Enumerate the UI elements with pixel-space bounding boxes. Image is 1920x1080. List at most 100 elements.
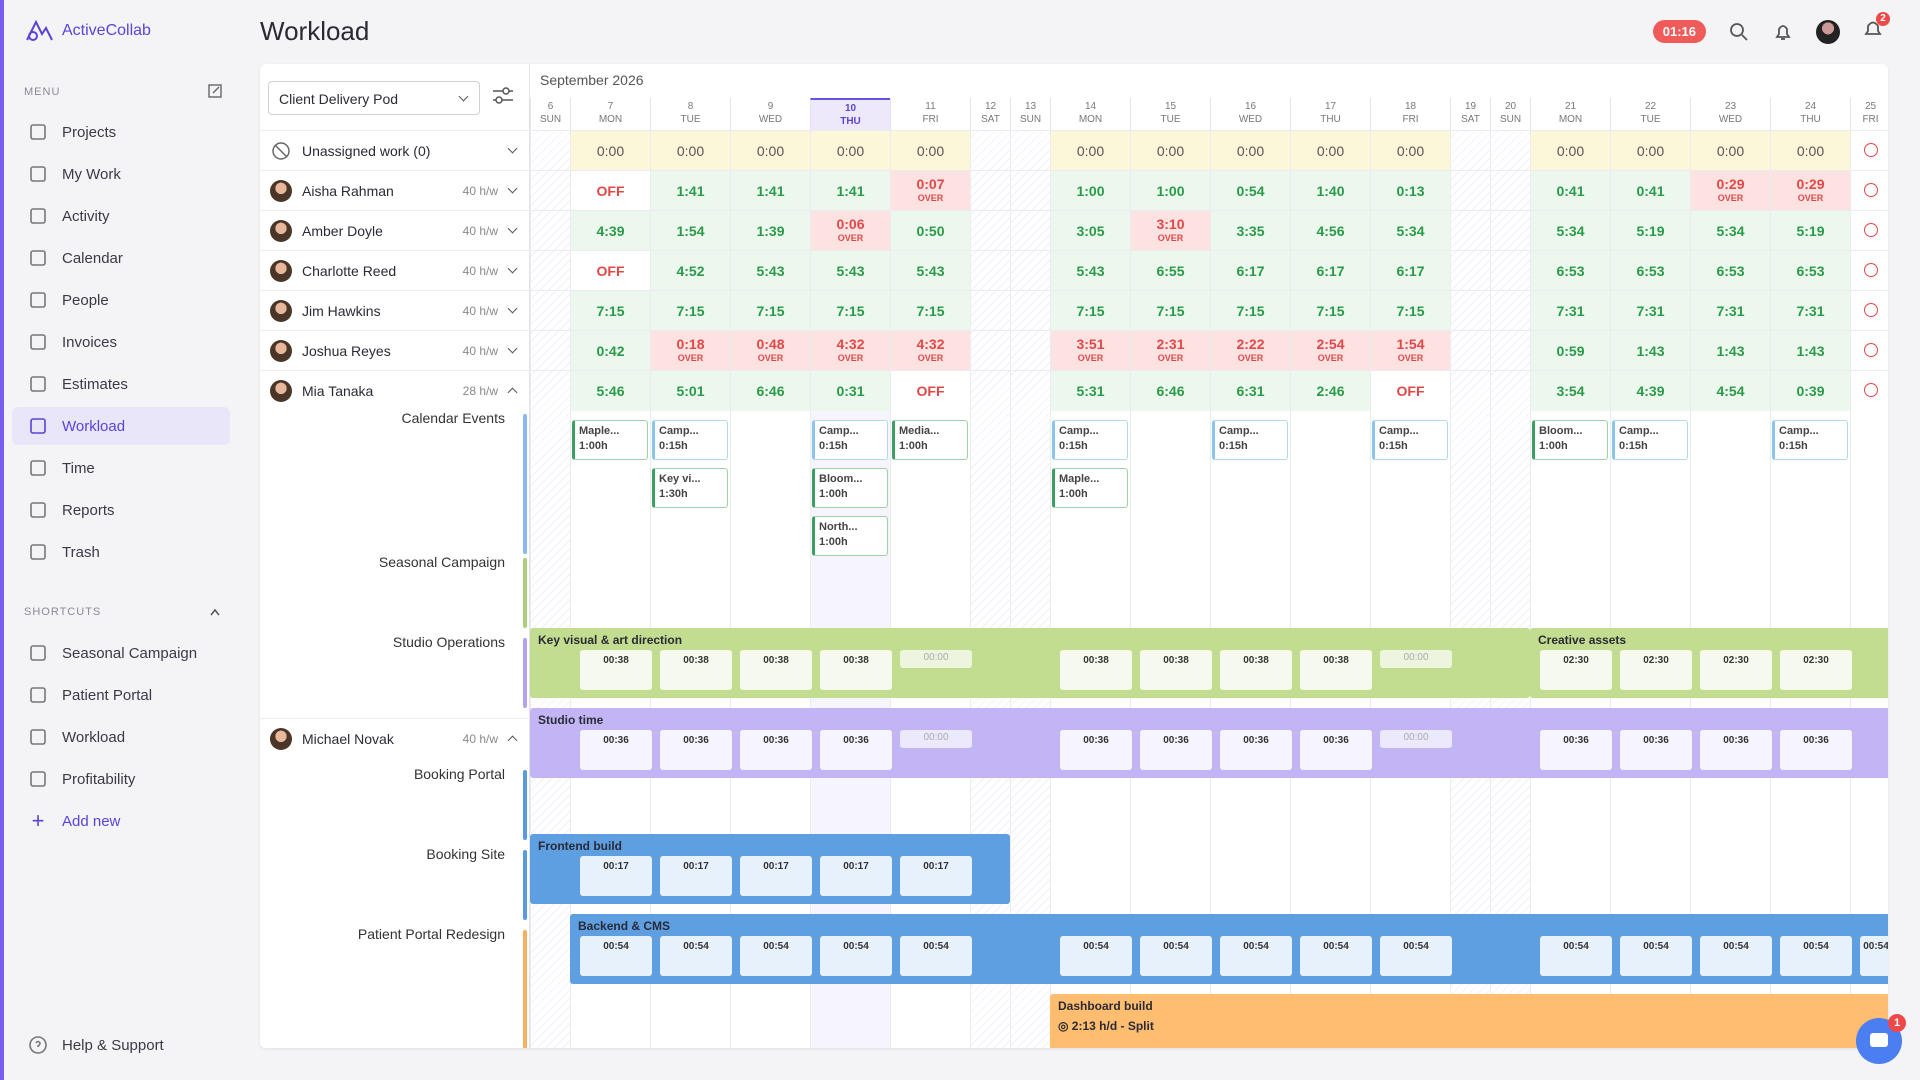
hours-cell[interactable]: 6:17 (1211, 251, 1290, 291)
calendar-event[interactable]: Camp... 0:15h (812, 420, 888, 460)
hours-cell[interactable]: 0:00 (1691, 131, 1770, 171)
hours-cell[interactable]: 3:10 OVER (1131, 211, 1210, 251)
hours-cell[interactable]: 0:41 (1611, 171, 1690, 211)
alert-icon[interactable] (1864, 383, 1878, 397)
hours-cell[interactable]: 7:31 (1611, 291, 1690, 331)
hours-cell[interactable]: 4:32 OVER (811, 331, 890, 371)
hours-cell[interactable]: 6:53 (1531, 251, 1610, 291)
timer-button[interactable]: 01:16 (1652, 20, 1706, 43)
edit-icon[interactable] (208, 84, 222, 98)
chat-button[interactable]: 1 (1856, 1014, 1906, 1064)
hours-cell[interactable]: 0:00 (1211, 131, 1290, 171)
hours-cell[interactable]: 7:15 (1131, 291, 1210, 331)
sidebar-item-trash[interactable]: Trash (12, 533, 230, 571)
calendar-event[interactable]: Bloom... 1:00h (812, 468, 888, 508)
hours-cell[interactable]: 0:29 OVER (1691, 171, 1770, 211)
time-chip[interactable]: 00:36 (580, 730, 652, 770)
hours-cell[interactable]: 5:43 (731, 251, 810, 291)
hours-cell[interactable]: 1:43 (1611, 331, 1690, 371)
hours-cell[interactable]: 2:31 OVER (1131, 331, 1210, 371)
hours-cell[interactable]: 7:15 (811, 291, 890, 331)
hours-cell[interactable]: 5:19 (1771, 211, 1850, 251)
hours-cell[interactable]: 3:35 (1211, 211, 1290, 251)
time-chip[interactable]: 02:30 (1700, 650, 1772, 690)
time-chip[interactable]: 00:36 (1060, 730, 1132, 770)
notifications-button[interactable]: 2 (1862, 12, 1890, 45)
time-chip[interactable]: 00:54 (1620, 936, 1692, 976)
hours-cell[interactable]: 6:31 (1211, 371, 1290, 411)
hours-cell[interactable]: 4:54 (1691, 371, 1770, 411)
hours-cell[interactable]: 1:40 (1291, 171, 1370, 211)
time-chip[interactable]: 00:36 (1780, 730, 1852, 770)
chevron-up-icon[interactable] (210, 608, 220, 616)
person-row[interactable]: Amber Doyle 40 h/w (260, 210, 530, 250)
hours-cell[interactable]: 0:41 (1531, 171, 1610, 211)
hours-cell[interactable]: OFF (596, 183, 625, 199)
calendar-event[interactable]: Camp... 0:15h (1612, 420, 1688, 460)
shortcut-patient-portal[interactable]: Patient Portal (12, 676, 230, 714)
hours-cell[interactable]: 6:53 (1691, 251, 1770, 291)
time-chip[interactable]: 00:54 (1300, 936, 1372, 976)
hours-cell[interactable]: 3:05 (1051, 211, 1130, 251)
hours-cell[interactable]: 6:46 (731, 371, 810, 411)
hours-cell[interactable]: 7:15 (651, 291, 730, 331)
hours-cell[interactable]: 7:15 (731, 291, 810, 331)
time-chip[interactable]: 00:17 (660, 856, 732, 896)
sidebar-item-invoices[interactable]: Invoices (12, 323, 230, 361)
hours-cell[interactable]: 5:34 (1691, 211, 1770, 251)
alert-icon[interactable] (1864, 343, 1878, 357)
time-chip[interactable]: 00:54 (1540, 936, 1612, 976)
sidebar-item-activity[interactable]: Activity (12, 197, 230, 235)
hours-cell[interactable]: 1:00 (1051, 171, 1130, 211)
time-chip[interactable]: 00:38 (1140, 650, 1212, 690)
time-chip[interactable]: 00:36 (1220, 730, 1292, 770)
hours-cell[interactable]: 6:55 (1131, 251, 1210, 291)
sidebar-item-projects[interactable]: Projects (12, 113, 230, 151)
hours-cell[interactable]: 7:15 (1371, 291, 1450, 331)
chevron-down-icon[interactable] (507, 223, 518, 234)
time-chip[interactable]: 00:54 (1700, 936, 1772, 976)
hours-cell[interactable]: 1:41 (651, 171, 730, 211)
hours-cell[interactable]: 5:43 (811, 251, 890, 291)
hours-cell[interactable]: 5:34 (1531, 211, 1610, 251)
time-chip[interactable]: 00:54 (1140, 936, 1212, 976)
hours-cell[interactable]: 6:17 (1371, 251, 1450, 291)
time-chip[interactable]: 00:54 (900, 936, 972, 976)
person-row[interactable]: Jim Hawkins 40 h/w (260, 290, 530, 330)
hours-cell[interactable]: 0:00 (891, 131, 970, 171)
hours-cell[interactable]: 7:15 (891, 291, 970, 331)
hours-cell[interactable]: 4:52 (651, 251, 730, 291)
alert-icon[interactable] (1864, 303, 1878, 317)
hours-cell[interactable]: 0:00 (1051, 131, 1130, 171)
time-chip[interactable]: 00:38 (1300, 650, 1372, 690)
time-chip[interactable]: 00:17 (820, 856, 892, 896)
hours-cell[interactable]: 7:31 (1771, 291, 1850, 331)
time-chip[interactable]: 00:38 (580, 650, 652, 690)
hours-cell[interactable]: 0:39 (1771, 371, 1850, 411)
hours-cell[interactable]: 5:34 (1371, 211, 1450, 251)
person-row[interactable]: Unassigned work (0) (260, 130, 530, 170)
time-chip[interactable]: 00:54 (1860, 936, 1888, 976)
time-chip[interactable]: 00:17 (580, 856, 652, 896)
hours-cell[interactable]: 5:43 (1051, 251, 1130, 291)
shortcut-workload[interactable]: Workload (12, 718, 230, 756)
hours-cell[interactable]: 0:00 (1611, 131, 1690, 171)
time-chip[interactable]: 00:17 (900, 856, 972, 896)
time-chip[interactable]: 00:54 (1060, 936, 1132, 976)
sidebar-item-people[interactable]: People (12, 281, 230, 319)
chevron-down-icon[interactable] (507, 303, 518, 314)
calendar-event[interactable]: Camp... 0:15h (652, 420, 728, 460)
hours-cell[interactable]: 0:00 (571, 131, 650, 171)
task-band-dashboard[interactable]: Dashboard build ◎ 2:13 h/d - Split (1050, 994, 1888, 1048)
hours-cell[interactable]: OFF (1396, 383, 1425, 399)
hours-cell[interactable]: 0:00 (1371, 131, 1450, 171)
time-chip[interactable]: 00:38 (820, 650, 892, 690)
shortcut-profitability[interactable]: Profitability (12, 760, 230, 798)
hours-cell[interactable]: 4:56 (1291, 211, 1370, 251)
sidebar-item-my-work[interactable]: My Work (12, 155, 230, 193)
time-chip[interactable]: 00:00 (1380, 730, 1452, 748)
hours-cell[interactable]: 5:46 (571, 371, 650, 411)
hours-cell[interactable]: 1:54 OVER (1371, 331, 1450, 371)
hours-cell[interactable]: 0:06 OVER (811, 211, 890, 251)
hours-cell[interactable]: 7:31 (1531, 291, 1610, 331)
